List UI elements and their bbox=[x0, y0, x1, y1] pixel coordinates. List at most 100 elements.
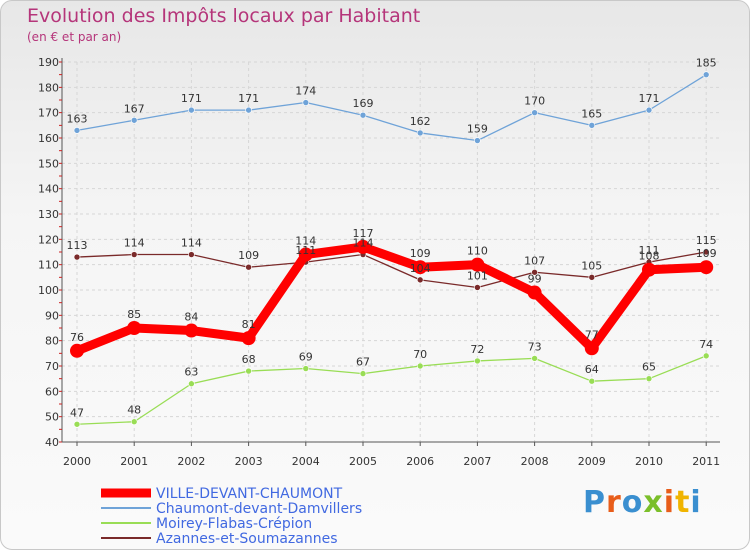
data-point bbox=[359, 370, 367, 377]
data-label: 47 bbox=[70, 406, 84, 419]
data-label: 114 bbox=[295, 235, 316, 248]
legend-label: Azannes-et-Soumazannes bbox=[156, 531, 338, 547]
data-label: 171 bbox=[181, 92, 202, 105]
legend-item: Moirey-Flabas-Crépion bbox=[101, 516, 312, 532]
data-point bbox=[70, 343, 84, 358]
data-point bbox=[302, 365, 310, 372]
data-label: 99 bbox=[528, 273, 542, 286]
y-tick-label: 140 bbox=[38, 183, 59, 196]
data-point bbox=[73, 127, 81, 134]
series-moirey-flabas-cr-pion bbox=[73, 352, 710, 428]
x-tick-label: 2005 bbox=[349, 455, 377, 468]
x-tick-label: 2002 bbox=[177, 455, 205, 468]
data-label: 170 bbox=[524, 95, 545, 108]
data-point bbox=[245, 263, 252, 271]
data-label: 84 bbox=[184, 311, 198, 324]
data-point bbox=[73, 420, 81, 428]
data-label: 114 bbox=[181, 237, 202, 250]
series-line bbox=[76, 74, 707, 142]
data-point bbox=[416, 362, 424, 370]
data-point bbox=[474, 137, 481, 144]
y-tick-label: 150 bbox=[38, 157, 59, 170]
data-label: 185 bbox=[696, 57, 717, 70]
data-point bbox=[130, 418, 138, 426]
y-tick-label: 40 bbox=[45, 436, 59, 449]
x-tick-label: 2003 bbox=[235, 455, 263, 468]
data-label: 109 bbox=[238, 249, 259, 262]
y-tick-label: 80 bbox=[45, 335, 59, 348]
data-label: 77 bbox=[585, 328, 599, 341]
data-point bbox=[474, 284, 481, 291]
data-point bbox=[531, 268, 538, 276]
data-point bbox=[188, 380, 195, 388]
data-label: 111 bbox=[295, 244, 316, 257]
x-tick-label: 2004 bbox=[292, 455, 320, 468]
data-label: 162 bbox=[410, 115, 431, 128]
x-tick-label: 2008 bbox=[521, 455, 549, 468]
data-point bbox=[702, 248, 710, 256]
data-point bbox=[588, 122, 596, 129]
data-labels: 163 167 171 171 174 169 162 159 170 165 171 185 47 48… bbox=[67, 57, 717, 420]
data-point bbox=[470, 257, 485, 272]
data-label: 67 bbox=[356, 356, 370, 369]
data-label: 108 bbox=[639, 250, 660, 263]
x-tick-label: 2009 bbox=[578, 455, 606, 468]
data-label: 109 bbox=[696, 247, 717, 260]
y-tick-label: 180 bbox=[38, 81, 59, 94]
y-tick-label: 190 bbox=[38, 56, 59, 69]
legend-item: VILLE-DEVANT-CHAUMONT bbox=[101, 486, 343, 502]
axes bbox=[59, 58, 720, 446]
data-label: 73 bbox=[528, 340, 542, 353]
data-label: 115 bbox=[696, 234, 717, 247]
y-tick-label: 70 bbox=[45, 360, 59, 373]
data-point bbox=[302, 99, 310, 106]
data-label: 105 bbox=[581, 259, 602, 272]
grid-lines bbox=[62, 61, 720, 443]
data-label: 113 bbox=[67, 239, 88, 252]
series-line bbox=[76, 251, 707, 289]
data-label: 109 bbox=[410, 247, 431, 260]
plot-area bbox=[62, 62, 720, 442]
data-point bbox=[588, 377, 596, 385]
data-point bbox=[416, 129, 424, 137]
data-label: 114 bbox=[353, 237, 374, 250]
legend-label: Moirey-Flabas-Crépion bbox=[156, 516, 312, 532]
legend-label: Chaumont-devant-Damvillers bbox=[156, 501, 362, 517]
y-tick-label: 50 bbox=[45, 411, 59, 424]
y-tick-label: 100 bbox=[38, 284, 59, 297]
data-label: 117 bbox=[353, 227, 374, 240]
series-line bbox=[76, 355, 707, 425]
y-tick-label: 60 bbox=[45, 385, 59, 398]
data-point bbox=[645, 375, 653, 382]
data-point bbox=[413, 260, 428, 275]
data-point bbox=[241, 331, 256, 346]
legend-label: VILLE-DEVANT-CHAUMONT bbox=[156, 486, 343, 502]
data-point bbox=[359, 111, 367, 119]
data-point bbox=[184, 323, 199, 338]
chart-title: Evolution des Impôts locaux par Habitant bbox=[27, 5, 421, 27]
y-tick-label: 160 bbox=[38, 132, 59, 145]
data-label: 48 bbox=[127, 404, 141, 417]
logo-letter: t bbox=[675, 485, 691, 520]
data-label: 163 bbox=[67, 112, 88, 125]
data-label: 101 bbox=[467, 269, 488, 282]
data-point bbox=[188, 251, 195, 258]
data-label: 174 bbox=[295, 85, 316, 98]
data-point bbox=[527, 285, 542, 300]
logo-letter: i bbox=[663, 485, 676, 520]
data-point bbox=[531, 109, 538, 116]
logo-letter: r bbox=[606, 485, 622, 520]
data-point bbox=[474, 357, 481, 365]
y-tick-label: 110 bbox=[38, 259, 59, 272]
legend-item: Azannes-et-Soumazannes bbox=[101, 531, 338, 547]
data-label: 70 bbox=[413, 348, 427, 361]
data-label: 159 bbox=[467, 123, 488, 136]
data-point bbox=[127, 321, 142, 335]
chart-subtitle: (en € et par an) bbox=[27, 30, 122, 44]
data-label: 167 bbox=[124, 102, 145, 115]
data-label: 111 bbox=[639, 244, 660, 257]
data-label: 74 bbox=[699, 338, 713, 351]
series-line bbox=[72, 242, 711, 356]
data-label: 68 bbox=[242, 353, 256, 366]
